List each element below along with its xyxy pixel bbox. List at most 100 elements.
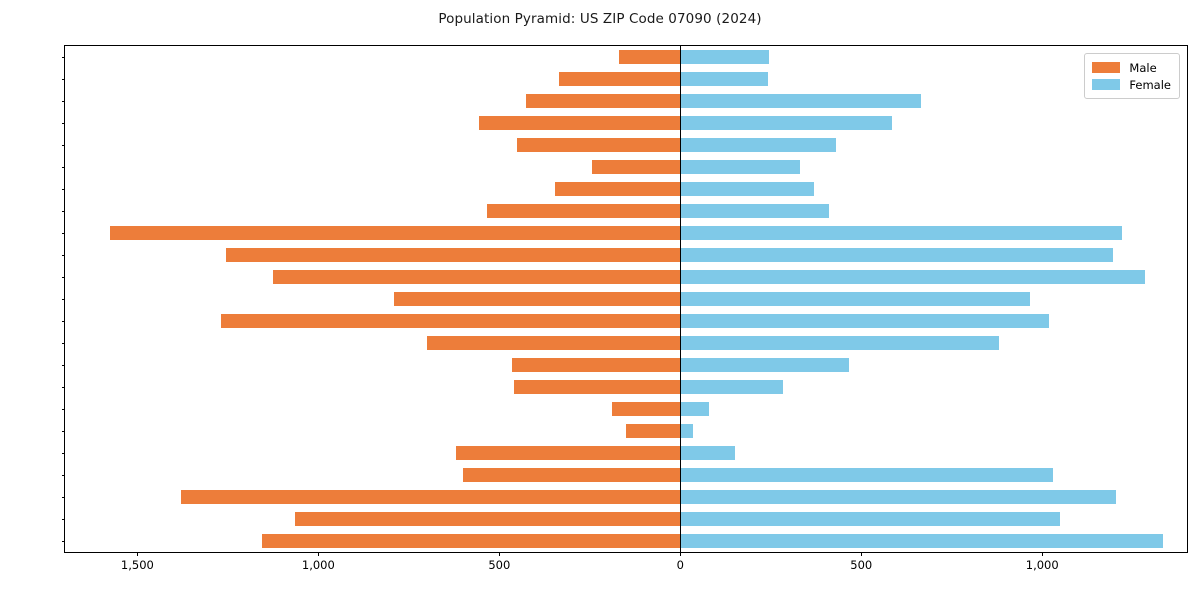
bar-row — [65, 534, 1187, 548]
bar-male — [513, 380, 681, 394]
x-axis-tick-label: 500 — [850, 558, 873, 572]
y-axis-tick-mark — [61, 409, 65, 410]
legend-swatch-male-icon — [1092, 62, 1121, 73]
bar-female — [680, 314, 1050, 328]
y-axis-tick-mark — [61, 145, 65, 146]
bar-row — [65, 226, 1187, 240]
bar-female — [680, 292, 1030, 306]
y-axis-tick-mark — [61, 343, 65, 344]
x-axis-tick-label: 0 — [676, 558, 684, 572]
bar-row — [65, 490, 1187, 504]
bar-female — [680, 248, 1113, 262]
y-axis-tick-mark — [61, 101, 65, 102]
y-axis-tick-mark — [61, 431, 65, 432]
bar-male — [486, 204, 681, 218]
bar-male — [220, 314, 681, 328]
zero-axis-line — [680, 46, 682, 552]
bar-female — [680, 50, 769, 64]
bar-row — [65, 314, 1187, 328]
y-axis-tick-mark — [61, 475, 65, 476]
bar-row — [65, 182, 1187, 196]
bar-row — [65, 446, 1187, 460]
y-axis-tick-mark — [61, 299, 65, 300]
bar-female — [680, 446, 735, 460]
x-axis-tick-label: 1,500 — [120, 558, 154, 572]
bar-male — [180, 490, 681, 504]
bar-row — [65, 138, 1187, 152]
x-axis-tick-label: 500 — [488, 558, 511, 572]
plot-inner: Under 55-910-1415-1718-19202122-2425-293… — [61, 46, 1187, 572]
legend-entry-male[interactable]: Male — [1092, 59, 1171, 76]
bar-row — [65, 116, 1187, 130]
y-axis-tick-mark — [61, 211, 65, 212]
y-axis-tick-mark — [61, 233, 65, 234]
bar-male — [555, 182, 681, 196]
y-axis-tick-mark — [61, 277, 65, 278]
bar-female — [680, 72, 769, 86]
y-axis-tick-mark — [61, 365, 65, 366]
bar-female — [680, 358, 849, 372]
bar-female — [680, 226, 1122, 240]
x-axis-tick-mark — [861, 552, 863, 556]
bar-female — [680, 270, 1146, 284]
bar-male — [394, 292, 681, 306]
bar-male — [559, 72, 681, 86]
legend-label-male: Male — [1129, 60, 1157, 75]
bar-row — [65, 160, 1187, 174]
y-axis-tick-mark — [61, 321, 65, 322]
bar-male — [294, 512, 681, 526]
y-axis-tick-mark — [61, 167, 65, 168]
bar-row — [65, 94, 1187, 108]
bar-row — [65, 270, 1187, 284]
legend-label-female: Female — [1129, 77, 1171, 92]
bar-male — [517, 138, 681, 152]
bar-male — [591, 160, 681, 174]
y-axis-tick-mark — [61, 255, 65, 256]
y-axis-tick-mark — [61, 79, 65, 80]
y-axis-tick-mark — [61, 541, 65, 542]
bar-female — [680, 138, 836, 152]
bar-female — [680, 490, 1117, 504]
bar-female — [680, 336, 999, 350]
bar-row — [65, 292, 1187, 306]
legend-entry-female[interactable]: Female — [1092, 76, 1171, 93]
bar-row — [65, 72, 1187, 86]
bar-male — [426, 336, 681, 350]
bar-male — [618, 50, 681, 64]
y-axis-tick-mark — [61, 57, 65, 58]
bar-male — [479, 116, 681, 130]
y-axis-tick-mark — [61, 519, 65, 520]
bar-female — [680, 512, 1061, 526]
bar-female — [680, 402, 710, 416]
bar-female — [680, 204, 829, 218]
x-axis-tick-mark — [318, 552, 320, 556]
y-axis-tick-mark — [61, 387, 65, 388]
legend-swatch-female-icon — [1092, 79, 1121, 90]
bar-row — [65, 468, 1187, 482]
bar-female — [680, 424, 693, 438]
x-axis-tick-label: 1,000 — [1025, 558, 1059, 572]
bar-male — [526, 94, 681, 108]
y-axis-tick-mark — [61, 497, 65, 498]
bar-row — [65, 336, 1187, 350]
bar-row — [65, 248, 1187, 262]
bar-row — [65, 512, 1187, 526]
bar-row — [65, 50, 1187, 64]
chart-title: Population Pyramid: US ZIP Code 07090 (2… — [438, 11, 762, 27]
bar-female — [680, 116, 892, 130]
bar-male — [262, 534, 681, 548]
bar-female — [680, 182, 815, 196]
bar-male — [110, 226, 681, 240]
bar-row — [65, 380, 1187, 394]
bar-female — [680, 160, 800, 174]
bar-row — [65, 204, 1187, 218]
x-axis-tick-mark — [137, 552, 139, 556]
bar-male — [463, 468, 681, 482]
y-axis-tick-mark — [61, 453, 65, 454]
bar-male — [626, 424, 681, 438]
x-axis-tick-mark — [499, 552, 501, 556]
bar-male — [611, 402, 681, 416]
legend[interactable]: Male Female — [1084, 53, 1180, 99]
bar-row — [65, 402, 1187, 416]
